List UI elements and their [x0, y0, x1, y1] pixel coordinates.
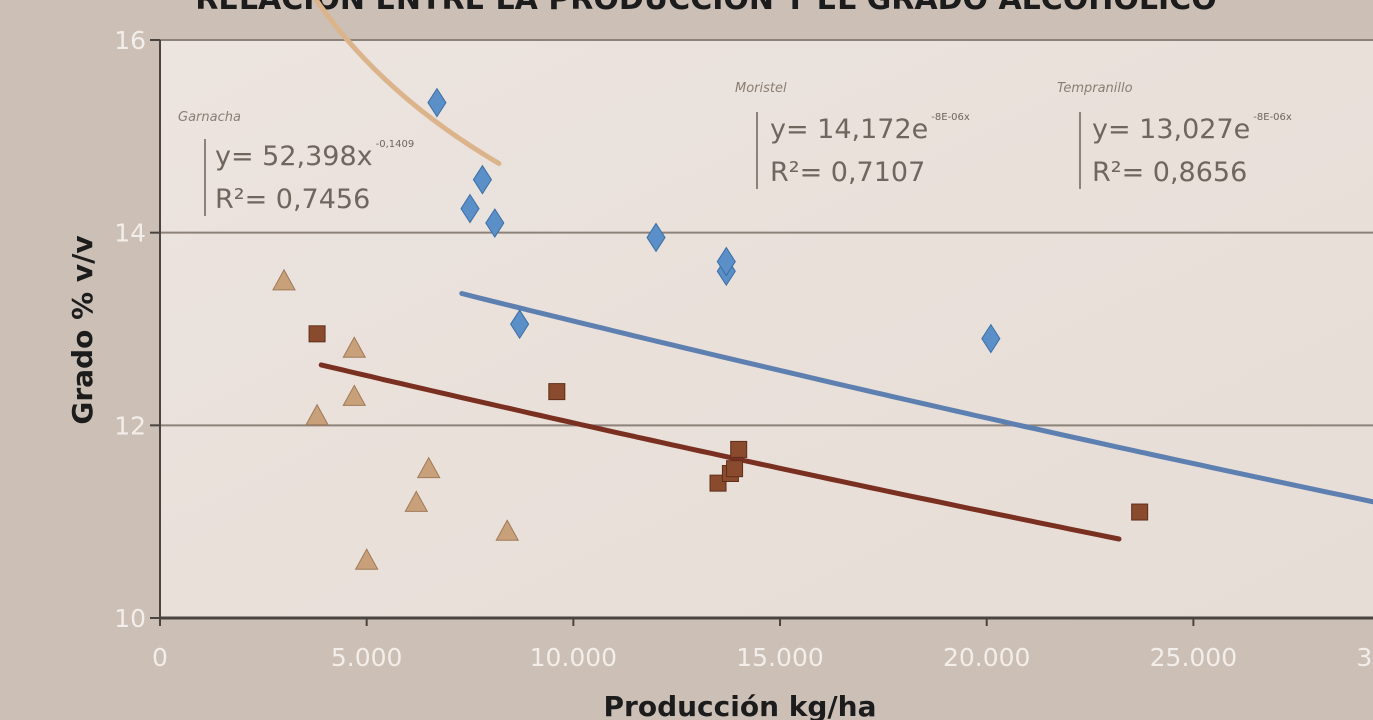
point-moristel-1 [460, 193, 480, 224]
point-tempranillo-0 [308, 325, 326, 343]
r-squared-garnacha: R²= 0,7456 [215, 184, 370, 215]
x-tick-label-1: 5.000 [331, 643, 403, 672]
equation-exponent-garnacha: -0,1409 [376, 139, 415, 150]
x-tick-label-0: 0 [152, 643, 168, 672]
point-moristel-7 [716, 246, 736, 277]
x-axis-label: Producción kg/ha [604, 690, 877, 720]
annotation-moristel: Moristel y= 14,172e -8E-06x R²= 0,7107 [735, 81, 970, 189]
series-name-garnacha: Garnacha [178, 110, 241, 125]
point-moristel-2 [472, 164, 493, 195]
y-tick-label-16: 16 [114, 26, 146, 55]
point-garnacha-3 [342, 384, 367, 406]
point-garnacha-5 [404, 490, 429, 512]
point-moristel-5 [646, 222, 666, 253]
annotation-layer: Garnacha y= 52,398x -0,1409 R²= 0,7456 Moris… [178, 81, 1292, 216]
grid-layer [160, 39, 1373, 427]
plot-area [160, 40, 1373, 618]
equation-exponent-tempranillo: -8E-06x [1253, 112, 1292, 123]
y-tick-label-10: 10 [114, 604, 146, 633]
x-tick-label-5: 25.000 [1150, 643, 1237, 672]
point-garnacha-1 [305, 403, 329, 426]
trendline-layer [313, 0, 1373, 542]
equation-garnacha: y= 52,398x [215, 141, 373, 172]
point-garnacha-2 [342, 336, 367, 358]
point-tempranillo-6 [1131, 503, 1149, 521]
trendline-garnacha [313, 0, 502, 166]
chart-title: RELACIÓN ENTRE LA PRODUCCIÓN Y EL GRADO … [195, 0, 1216, 17]
y-axis-label: Grado % v/v [66, 235, 99, 424]
point-layer [272, 87, 1149, 570]
trendline-moristel [459, 291, 1373, 505]
annotation-tempranillo: Tempranillo y= 13,027e -8E-06x R²= 0,8656 [1057, 81, 1292, 189]
equation-tempranillo: y= 13,027e [1092, 114, 1250, 145]
point-tempranillo-1 [548, 383, 566, 401]
r-squared-tempranillo: R²= 0,8656 [1092, 157, 1247, 188]
r-squared-moristel: R²= 0,7107 [770, 157, 925, 188]
equation-moristel: y= 14,172e [770, 114, 928, 145]
point-moristel-3 [485, 208, 505, 238]
x-tick-label-6: 30.000 [1356, 643, 1373, 672]
equation-exponent-moristel: -8E-06x [931, 112, 970, 123]
point-garnacha-0 [272, 268, 296, 291]
y-tick-label-14: 14 [114, 219, 146, 248]
point-moristel-0 [427, 87, 447, 118]
point-garnacha-6 [416, 456, 441, 479]
series-name-tempranillo: Tempranillo [1057, 81, 1133, 96]
point-garnacha-4 [354, 548, 379, 570]
axis-layer: 10 12 14 16 0 5.000 10.000 15.000 20.000 25.000 30… [114, 26, 1373, 672]
point-tempranillo-4 [726, 460, 744, 478]
annotation-garnacha: Garnacha y= 52,398x -0,1409 R²= 0,7456 [178, 110, 414, 216]
point-moristel-4 [510, 309, 530, 340]
y-tick-label-12: 12 [114, 411, 146, 440]
x-tick-label-2: 10.000 [530, 643, 617, 672]
x-tick-label-4: 20.000 [943, 643, 1030, 672]
point-moristel-8 [981, 323, 1001, 354]
x-tick-label-3: 15.000 [736, 643, 823, 672]
trendline-tempranillo [318, 362, 1122, 542]
series-name-moristel: Moristel [735, 81, 787, 96]
point-garnacha-7 [495, 519, 520, 541]
point-tempranillo-5 [730, 440, 748, 458]
